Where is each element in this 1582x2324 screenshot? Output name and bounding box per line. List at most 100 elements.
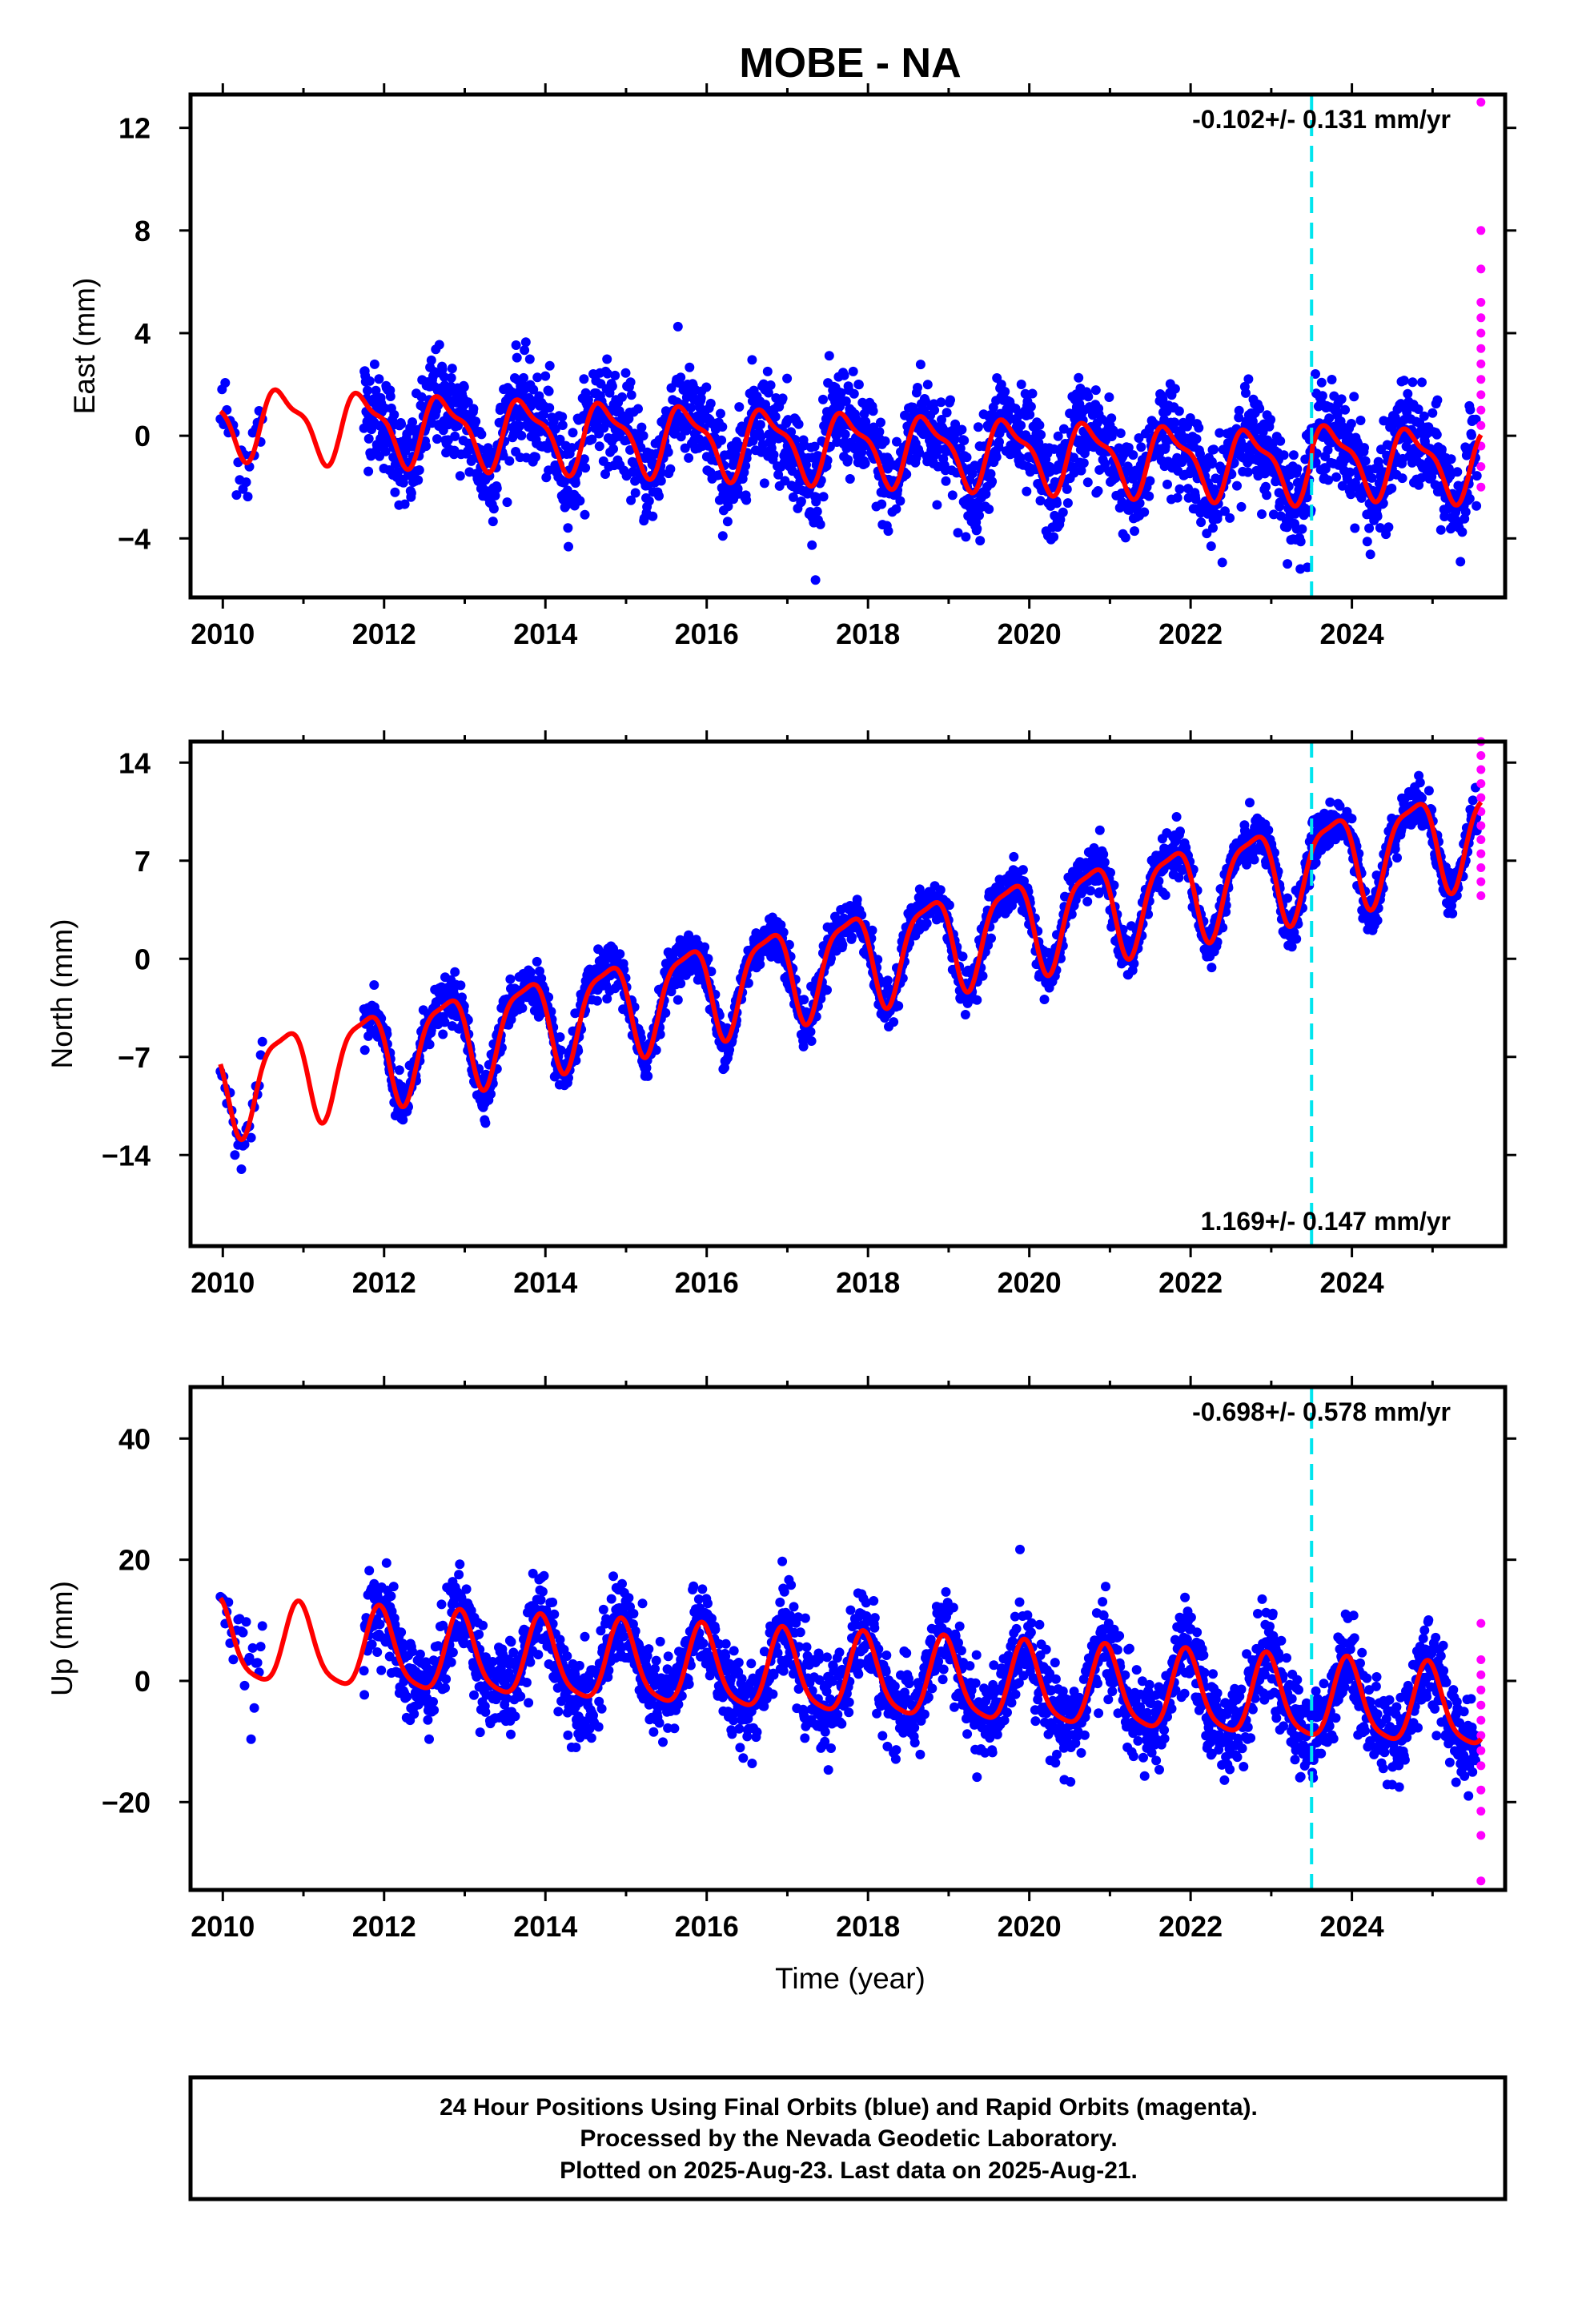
final-orbit-point	[544, 465, 554, 476]
final-orbit-point	[651, 1045, 661, 1055]
final-orbit-point	[1323, 445, 1333, 455]
panels-group: 2010 2012 2014 2016 2018 2020 2022 202412840−4E…	[46, 83, 1516, 1943]
final-orbit-point	[369, 980, 379, 990]
final-orbit-point	[1243, 467, 1253, 477]
final-orbit-point	[769, 449, 779, 460]
final-orbit-point	[942, 408, 952, 418]
final-orbit-point	[1300, 454, 1311, 464]
final-orbit-point	[734, 402, 745, 412]
final-orbit-point	[626, 390, 636, 400]
final-orbit-point	[550, 424, 560, 434]
final-orbit-point	[1162, 479, 1172, 489]
x-tick-label: 2020	[998, 617, 1062, 650]
final-orbit-point	[1295, 537, 1306, 547]
final-orbit-point	[962, 452, 972, 463]
panel-north: 2010 2012 2014 2016 2018 2020 2022 20241470−7−1…	[46, 730, 1516, 1299]
final-orbit-point	[531, 452, 540, 462]
final-orbit-point	[950, 434, 960, 444]
final-orbit-point	[433, 400, 444, 411]
final-orbit-point	[944, 900, 954, 911]
final-orbit-point	[1407, 377, 1418, 388]
final-orbit-point	[805, 1027, 816, 1037]
final-orbit-point	[512, 352, 522, 363]
final-orbit-point	[438, 1029, 448, 1039]
final-orbit-point	[594, 441, 604, 452]
final-orbit-point	[1457, 527, 1468, 537]
final-orbit-point	[505, 974, 516, 984]
final-orbit-point	[471, 416, 481, 427]
final-orbit-point	[641, 1063, 652, 1073]
final-orbit-point	[847, 932, 857, 943]
final-orbit-point	[1365, 549, 1375, 560]
final-orbit-point	[991, 452, 1002, 462]
final-orbit-point	[891, 504, 901, 514]
final-orbit-point	[705, 398, 716, 408]
final-orbit-point	[1000, 387, 1010, 396]
final-orbit-point	[602, 368, 612, 379]
final-orbit-point	[385, 392, 396, 401]
final-orbit-point	[486, 1089, 496, 1100]
final-orbit-point	[836, 388, 846, 398]
final-orbit-point	[1332, 408, 1343, 419]
final-orbit-point	[1311, 858, 1321, 868]
final-orbit-point	[701, 382, 712, 392]
final-orbit-point	[1329, 391, 1339, 401]
final-orbit-point	[1291, 934, 1302, 944]
final-orbit-point	[1196, 517, 1207, 528]
final-orbit-point	[1340, 404, 1351, 415]
final-orbit-point	[1058, 507, 1068, 517]
final-orbit-point	[1432, 395, 1443, 405]
final-orbit-point	[1082, 477, 1093, 488]
rapid-orbit-point	[1476, 344, 1486, 353]
final-orbit-point	[1323, 475, 1334, 485]
final-orbit-point	[1207, 456, 1217, 467]
final-orbit-point	[663, 447, 673, 457]
final-orbit-point	[1467, 430, 1476, 440]
final-orbit-point	[457, 992, 467, 1003]
final-orbit-point	[725, 1044, 735, 1055]
final-orbit-point	[439, 372, 449, 382]
final-orbit-point	[1145, 476, 1155, 486]
final-orbit-point	[867, 925, 877, 935]
final-orbit-point	[889, 1017, 899, 1027]
final-orbit-point	[812, 506, 822, 517]
final-orbit-point	[852, 895, 862, 905]
final-orbit-point	[1206, 541, 1216, 551]
final-orbit-point	[579, 454, 589, 464]
final-orbit-point	[239, 1140, 250, 1150]
final-orbit-point	[1372, 511, 1383, 521]
final-orbit-point	[363, 385, 372, 396]
final-orbit-point	[955, 443, 966, 453]
y-axis-label: East (mm)	[68, 278, 101, 415]
final-orbit-point	[230, 1150, 240, 1160]
final-orbit-point	[1350, 523, 1360, 533]
final-orbit-point	[967, 468, 978, 479]
final-orbit-point	[1123, 443, 1134, 452]
final-orbit-point	[1078, 458, 1089, 468]
final-orbit-point	[743, 978, 753, 988]
final-orbit-point	[396, 419, 407, 429]
final-orbit-point	[1399, 376, 1409, 386]
final-orbit-point	[1009, 851, 1019, 862]
final-orbit-point	[1360, 456, 1371, 466]
final-orbit-point	[763, 388, 773, 398]
final-orbit-point	[986, 933, 996, 943]
final-orbit-point	[1419, 411, 1429, 421]
final-orbit-point	[786, 427, 797, 437]
final-orbit-point	[946, 395, 955, 405]
final-orbit-point	[1076, 465, 1086, 476]
final-orbit-point	[560, 476, 569, 487]
final-orbit-point	[480, 1118, 491, 1128]
final-orbit-point	[841, 396, 851, 406]
final-orbit-point	[1016, 380, 1026, 389]
final-orbit-point	[685, 362, 695, 372]
final-orbit-point	[602, 994, 612, 1004]
final-orbit-point	[1263, 825, 1274, 835]
final-orbit-point	[981, 489, 991, 499]
final-orbit-point	[796, 497, 806, 506]
final-orbit-point	[1255, 404, 1265, 414]
final-orbit-point	[1174, 406, 1184, 416]
final-orbit-point	[986, 468, 996, 479]
final-orbit-point	[648, 511, 658, 521]
